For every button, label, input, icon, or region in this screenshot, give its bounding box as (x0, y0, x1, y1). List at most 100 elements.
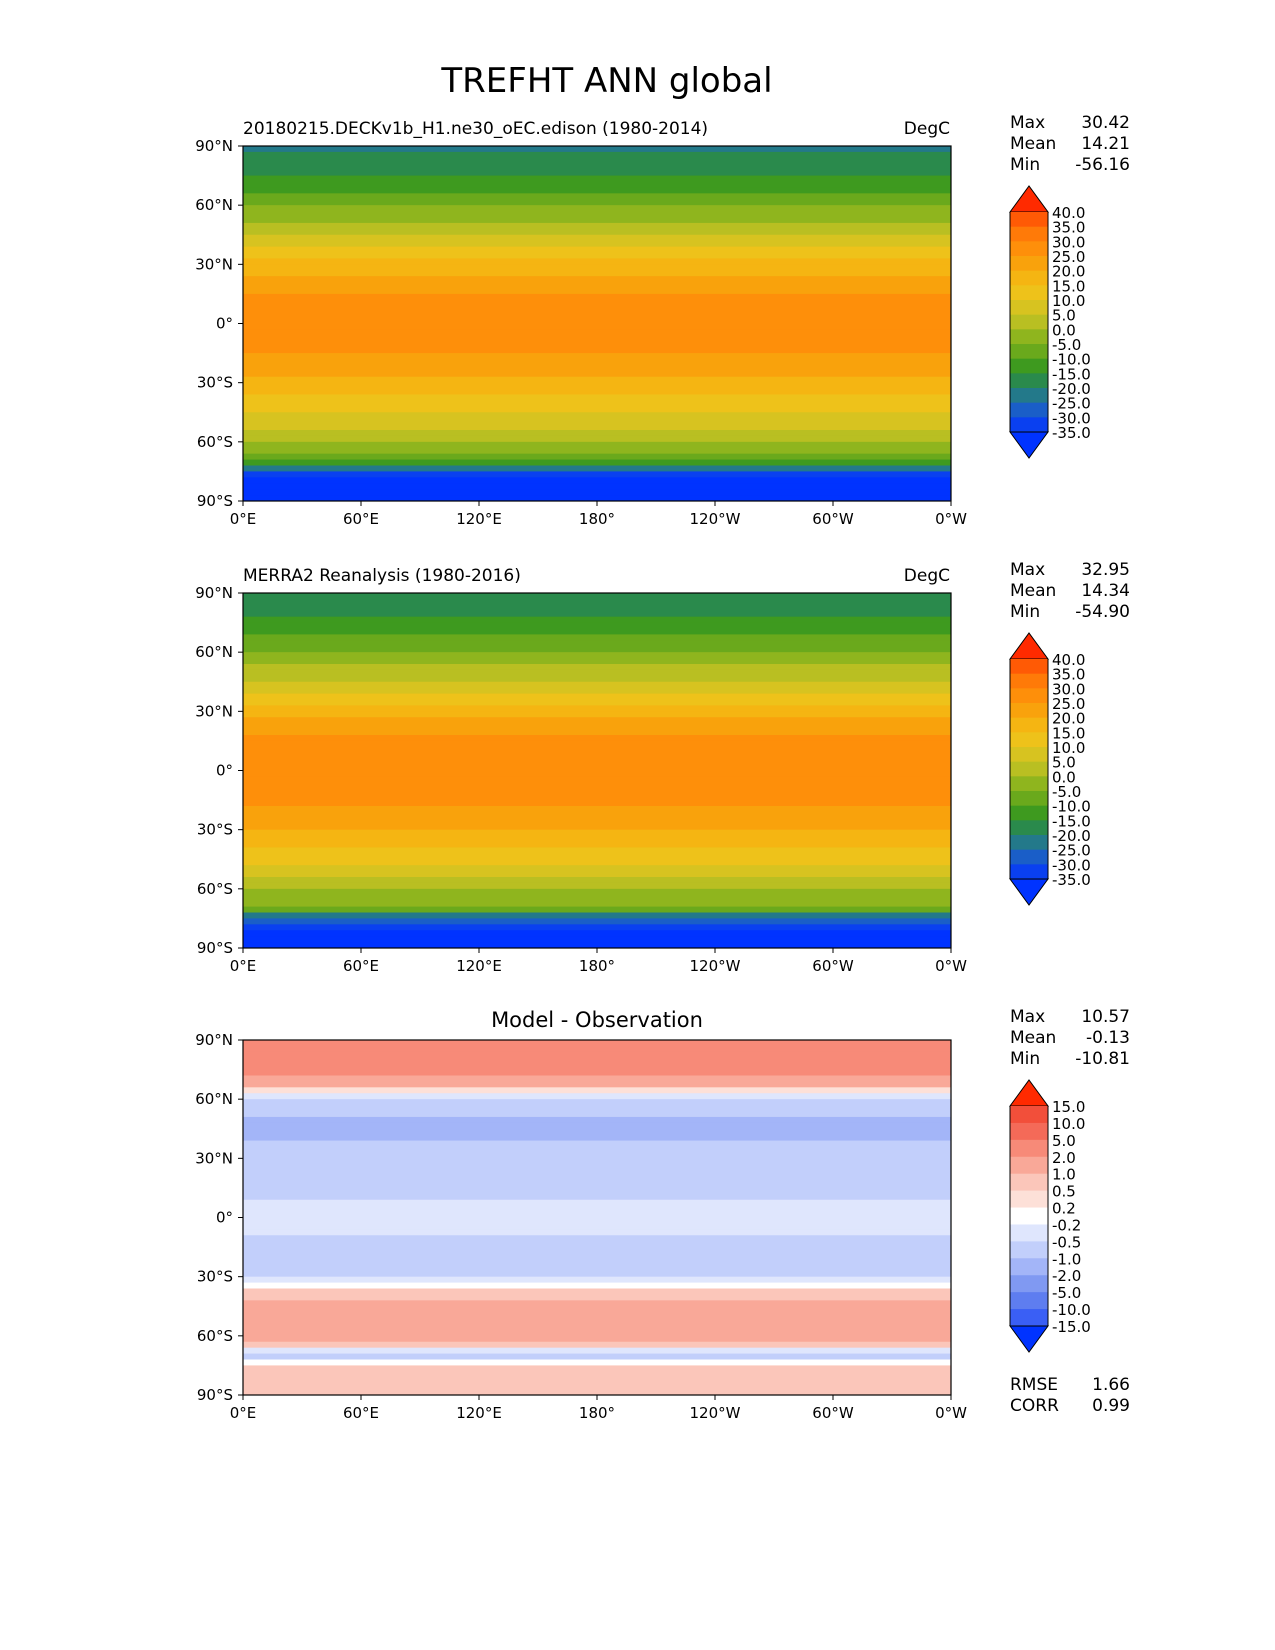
colorbar-tick-label: -0.2 (1052, 1216, 1081, 1234)
colorbar-tick-label: 5.0 (1052, 754, 1076, 772)
colorbar-segment (1010, 417, 1048, 433)
metric-value-corr: 0.99 (1092, 1396, 1130, 1416)
field-band (243, 1063, 951, 1071)
colorbar-segment (1010, 732, 1048, 748)
field-band (243, 1170, 951, 1177)
field-band (243, 699, 951, 707)
field-band (243, 705, 951, 712)
field-band (243, 735, 951, 742)
field-band (243, 1105, 951, 1112)
colorbar-segment (1010, 388, 1048, 404)
colorbar-tick-label: 1.0 (1052, 1166, 1076, 1184)
field-band (243, 424, 951, 431)
y-tick-label: 60°S (197, 1327, 233, 1345)
colorbar-tick-label: -25.0 (1052, 842, 1091, 860)
field-band (243, 888, 951, 896)
colorbar-segment (1010, 835, 1048, 851)
field-band (243, 723, 951, 730)
y-tick-label: 60°N (195, 1090, 233, 1108)
stat-value-mean: 14.21 (1081, 134, 1130, 154)
colorbar-segment (1010, 285, 1048, 301)
field-band (243, 634, 951, 641)
colorbar-tick-label: 0.0 (1052, 321, 1076, 339)
field-band (243, 1116, 951, 1124)
y-tick-label: 0° (216, 1209, 233, 1227)
colorbar-tick-label: -35.0 (1052, 424, 1091, 442)
panel-units: DegC (904, 119, 950, 139)
stat-label-min: Min (1010, 602, 1040, 622)
colorbar-tick-label: 35.0 (1052, 666, 1085, 684)
field-band (243, 317, 951, 325)
panel-title-left: MERRA2 Reanalysis (1980-2016) (243, 566, 521, 586)
field-band (243, 169, 951, 177)
field-band (243, 752, 951, 760)
colorbar-segment (1010, 820, 1048, 836)
field-band (243, 341, 951, 348)
field-band (243, 1158, 951, 1165)
x-tick-label: 0°W (935, 510, 967, 528)
field-band (243, 924, 951, 931)
metric-value-rmse: 1.66 (1092, 1375, 1130, 1395)
colorbar-tick-label: 5.0 (1052, 307, 1076, 325)
x-tick-label: 180° (579, 957, 615, 975)
colorbar-tick-label: 25.0 (1052, 695, 1085, 713)
field-band (243, 258, 951, 265)
field-band (243, 800, 951, 807)
colorbar: 15.010.05.02.01.00.50.2-0.2-0.5-1.0-2.0-… (1009, 1079, 1091, 1353)
panel-difference: Model - Observation 0°E 60°E 120°E 180° 120°… (195, 1007, 1130, 1422)
field-band (243, 323, 951, 331)
field-band (243, 305, 951, 313)
colorbar-segment (1010, 1309, 1048, 1327)
field-band (243, 1081, 951, 1088)
field-band (243, 157, 951, 165)
colorbar-segment (1010, 1156, 1048, 1175)
field-band (243, 894, 951, 902)
field-band (243, 353, 951, 360)
field-band (243, 918, 951, 925)
field-band (243, 240, 951, 248)
metrics-block: RMSE 1.66 CORR 0.99 (1010, 1375, 1130, 1416)
field-band (243, 146, 951, 153)
colorbar-tick-label: 10.0 (1052, 1115, 1085, 1133)
field-band (243, 871, 951, 878)
field-band (243, 347, 951, 354)
field-band (243, 388, 951, 396)
colorbar-tick-label: 10.0 (1052, 292, 1085, 310)
field-band (243, 658, 951, 665)
field-band (243, 859, 951, 866)
colorbar-tick-label: 0.2 (1052, 1200, 1076, 1218)
metric-label-corr: CORR (1010, 1396, 1059, 1416)
map-area (243, 146, 951, 501)
field-band (243, 1223, 951, 1230)
field-band (243, 1182, 951, 1189)
colorbar-segment (1010, 241, 1048, 257)
y-tick-label: 90°N (195, 584, 233, 602)
field-band (243, 1241, 951, 1248)
field-band (243, 370, 951, 378)
stat-label-min: Min (1010, 1049, 1040, 1069)
colorbar-tick-label: 20.0 (1052, 263, 1085, 281)
colorbar-segment (1010, 805, 1048, 821)
panel-units: DegC (904, 566, 950, 586)
axis-ticks: 0°E 60°E 120°E 180° 120°W 60°W 0°W 90°N 60°N 30°N… (195, 137, 967, 528)
field-band (243, 299, 951, 307)
colorbar-segment (1010, 358, 1048, 374)
field-band (243, 1040, 951, 1047)
field-band (243, 1300, 951, 1307)
field-band (243, 217, 951, 224)
field-band (243, 1306, 951, 1313)
stat-value-mean: -0.13 (1086, 1028, 1130, 1048)
panel-test: 20180215.DECKv1b_H1.ne30_oEC.edison (198… (195, 113, 1130, 528)
colorbar-tick-label: -2.0 (1052, 1267, 1081, 1285)
x-tick-label: 180° (579, 510, 615, 528)
field-band (243, 441, 951, 449)
colorbar-tick-label: -15.0 (1052, 812, 1091, 830)
stat-label-mean: Mean (1010, 134, 1056, 154)
colorbar-segment (1010, 329, 1048, 345)
stat-value-max: 10.57 (1081, 1007, 1130, 1027)
y-tick-label: 30°S (197, 374, 233, 392)
field-band (243, 459, 951, 467)
field-band (243, 376, 951, 384)
field-band (243, 776, 951, 783)
colorbar-segment (1010, 703, 1048, 719)
